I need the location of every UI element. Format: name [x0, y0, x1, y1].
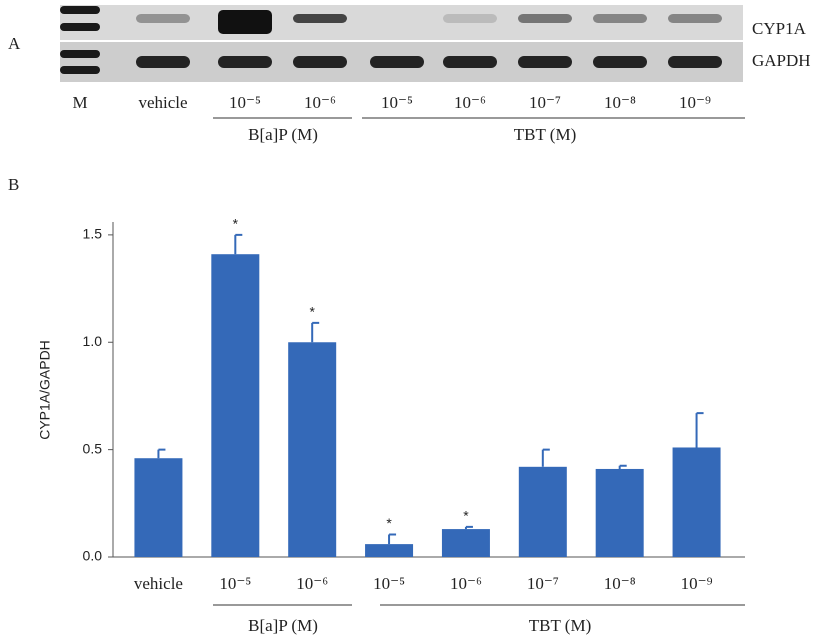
bar	[288, 342, 337, 557]
error-bar	[311, 321, 320, 343]
error-bar	[234, 233, 243, 255]
band	[370, 56, 424, 68]
lane-label: 10⁻⁶	[304, 93, 336, 112]
error-bar	[388, 533, 397, 545]
x-tick-label: 10⁻⁹	[681, 574, 713, 593]
bar	[365, 544, 414, 557]
row-label: GAPDH	[752, 51, 811, 70]
bar	[441, 529, 490, 557]
significance-marker: *	[233, 216, 239, 232]
significance-marker: *	[386, 515, 392, 531]
x-tick-label: 10⁻⁶	[296, 574, 328, 593]
band	[136, 56, 190, 68]
lane-label: 10⁻⁸	[604, 93, 636, 112]
y-tick-label: 1.5	[83, 226, 103, 242]
lane-label: vehicle	[138, 93, 187, 112]
error-bar	[157, 448, 166, 459]
group-label: TBT (M)	[529, 616, 592, 635]
x-tick-label: 10⁻⁸	[604, 574, 636, 593]
gel-top	[60, 5, 743, 40]
error-bar	[464, 525, 473, 530]
y-tick-label: 0.0	[83, 548, 103, 564]
lane-label: 10⁻⁷	[529, 93, 561, 112]
band	[293, 56, 347, 68]
significance-marker: *	[463, 508, 469, 524]
lane-label: 10⁻⁵	[381, 93, 413, 112]
group-label: B[a]P (M)	[248, 616, 318, 635]
ladder-band	[60, 6, 100, 14]
panel-label: A	[8, 34, 21, 53]
error-bar	[541, 448, 550, 467]
band	[443, 56, 497, 68]
band	[136, 14, 190, 23]
x-tick-label: 10⁻⁷	[527, 574, 559, 593]
group-label: TBT (M)	[514, 125, 577, 144]
x-tick-label: 10⁻⁵	[219, 574, 251, 593]
band	[518, 14, 572, 23]
band	[518, 56, 572, 68]
x-tick-label: 10⁻⁵	[373, 574, 405, 593]
lane-label: 10⁻⁹	[679, 93, 711, 112]
error-bar	[618, 464, 627, 469]
band	[593, 56, 647, 68]
x-tick-label: vehicle	[134, 574, 183, 593]
band	[443, 14, 497, 23]
group-label: B[a]P (M)	[248, 125, 318, 144]
y-tick-label: 1.0	[83, 333, 103, 349]
bar	[518, 466, 567, 557]
bar	[134, 458, 183, 557]
panel-label: B	[8, 175, 19, 194]
lane-label: 10⁻⁶	[454, 93, 486, 112]
bar	[672, 447, 721, 557]
row-label: CYP1A	[752, 19, 807, 38]
ladder-band	[60, 66, 100, 74]
significance-marker: *	[309, 304, 315, 320]
error-bar	[695, 412, 704, 448]
band	[593, 14, 647, 23]
band	[668, 56, 722, 68]
bar	[595, 468, 644, 557]
band	[218, 56, 272, 68]
ladder-band	[60, 23, 100, 31]
band	[668, 14, 722, 23]
bar	[211, 254, 260, 557]
ladder-band	[60, 50, 100, 58]
lane-label: 10⁻⁵	[229, 93, 261, 112]
band	[218, 10, 272, 34]
band	[293, 14, 347, 23]
lane-label: M	[72, 93, 87, 112]
y-axis-label: CYP1A/GAPDH	[37, 340, 53, 440]
y-tick-label: 0.5	[83, 440, 103, 456]
x-tick-label: 10⁻⁶	[450, 574, 482, 593]
